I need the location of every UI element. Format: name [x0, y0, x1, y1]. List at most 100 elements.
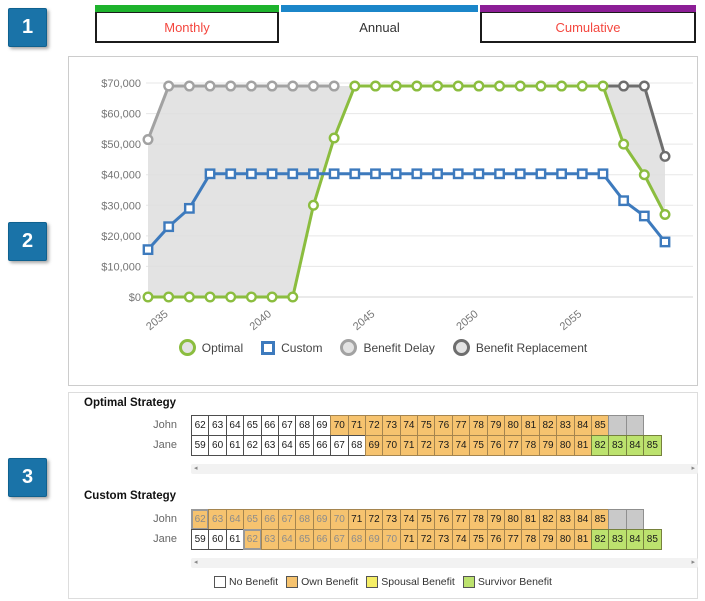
age-cell[interactable]: 69 [364, 529, 384, 550]
age-cell[interactable]: 73 [434, 435, 453, 456]
age-cell[interactable]: 64 [225, 509, 245, 530]
age-cell[interactable]: 60 [208, 529, 227, 550]
age-cell[interactable]: 75 [417, 509, 436, 530]
age-cell[interactable]: 71 [347, 415, 366, 436]
tab-cumulative[interactable]: Cumulative [480, 5, 696, 43]
age-cell[interactable]: 76 [486, 529, 506, 550]
age-cell[interactable]: 69 [312, 415, 332, 436]
age-cell[interactable]: 77 [504, 435, 523, 456]
age-cell[interactable]: 66 [260, 415, 279, 436]
age-cell[interactable]: 63 [208, 509, 227, 530]
age-cell[interactable]: 74 [399, 415, 419, 436]
age-cell[interactable]: 80 [504, 415, 523, 436]
age-cell[interactable]: 71 [347, 509, 366, 530]
age-cell[interactable]: 85 [590, 415, 610, 436]
age-cell[interactable]: 69 [312, 509, 332, 530]
age-cell[interactable]: 72 [364, 509, 384, 530]
age-cell[interactable]: 83 [556, 415, 575, 436]
age-cell[interactable]: 73 [434, 529, 453, 550]
age-cell[interactable]: 62 [191, 415, 210, 436]
age-cell[interactable]: 84 [573, 509, 592, 530]
age-cell[interactable]: 59 [191, 435, 210, 456]
age-cell[interactable]: 74 [451, 435, 471, 456]
age-cell[interactable]: 73 [382, 509, 401, 530]
age-cell[interactable]: 77 [504, 529, 523, 550]
age-cell[interactable]: 64 [277, 435, 297, 456]
age-cell[interactable]: 68 [295, 509, 314, 530]
age-cell[interactable]: 70 [382, 529, 401, 550]
tab-monthly[interactable]: Monthly [95, 5, 279, 43]
optimal-strategy-scrollbar[interactable]: ◂ ▸ [191, 464, 698, 474]
age-cell[interactable]: 71 [399, 435, 419, 456]
age-cell[interactable]: 68 [295, 415, 314, 436]
age-cell[interactable]: 78 [521, 435, 540, 456]
age-cell[interactable]: 76 [434, 415, 453, 436]
age-cell[interactable]: 82 [590, 529, 610, 550]
age-cell[interactable]: 70 [330, 509, 349, 530]
age-cell[interactable]: 67 [277, 509, 297, 530]
age-cell[interactable]: 79 [486, 415, 506, 436]
age-cell[interactable]: 82 [590, 435, 610, 456]
age-cell[interactable]: 70 [330, 415, 349, 436]
age-cell[interactable]: 63 [260, 435, 279, 456]
age-cell[interactable]: 80 [556, 529, 575, 550]
age-cell[interactable]: 67 [277, 415, 297, 436]
age-cell[interactable]: 81 [573, 529, 592, 550]
age-cell[interactable]: 71 [399, 529, 419, 550]
age-cell[interactable]: 80 [556, 435, 575, 456]
age-cell[interactable]: 84 [573, 415, 592, 436]
age-cell[interactable]: 59 [191, 529, 210, 550]
tab-annual[interactable]: Annual [281, 5, 478, 43]
age-cell[interactable]: 60 [208, 435, 227, 456]
age-cell[interactable]: 78 [469, 415, 488, 436]
age-cell[interactable]: 82 [538, 509, 558, 530]
age-cell[interactable]: 66 [312, 529, 332, 550]
age-cell[interactable]: 81 [573, 435, 592, 456]
age-cell[interactable]: 79 [538, 435, 558, 456]
age-cell[interactable]: 67 [330, 529, 349, 550]
age-cell[interactable]: 66 [312, 435, 332, 456]
age-cell[interactable]: 70 [382, 435, 401, 456]
age-cell[interactable]: 84 [625, 529, 645, 550]
age-cell[interactable]: 77 [451, 509, 471, 530]
age-cell[interactable]: 72 [364, 415, 384, 436]
age-cell[interactable]: 85 [590, 509, 610, 530]
age-cell[interactable]: 65 [243, 509, 262, 530]
age-cell[interactable]: 79 [538, 529, 558, 550]
age-cell[interactable]: 78 [469, 509, 488, 530]
age-cell[interactable]: 62 [191, 509, 210, 530]
age-cell[interactable]: 84 [625, 435, 645, 456]
age-cell[interactable]: 75 [469, 435, 488, 456]
scroll-right-arrow-icon[interactable]: ▸ [691, 559, 695, 566]
age-cell[interactable]: 77 [451, 415, 471, 436]
age-cell[interactable]: 75 [469, 529, 488, 550]
age-cell[interactable]: 83 [556, 509, 575, 530]
age-cell[interactable]: 83 [608, 529, 627, 550]
age-cell[interactable]: 64 [225, 415, 245, 436]
age-cell[interactable]: 74 [451, 529, 471, 550]
age-cell[interactable]: 65 [295, 529, 314, 550]
age-cell[interactable]: 75 [417, 415, 436, 436]
age-cell[interactable]: 61 [225, 435, 245, 456]
scroll-right-arrow-icon[interactable]: ▸ [691, 465, 695, 472]
age-cell[interactable]: 81 [521, 509, 540, 530]
age-cell[interactable]: 79 [486, 509, 506, 530]
age-cell[interactable]: 63 [260, 529, 279, 550]
age-cell[interactable]: 74 [399, 509, 419, 530]
age-cell[interactable]: 76 [434, 509, 453, 530]
age-cell[interactable]: 81 [521, 415, 540, 436]
age-cell[interactable]: 65 [295, 435, 314, 456]
age-cell[interactable]: 83 [608, 435, 627, 456]
age-cell[interactable]: 73 [382, 415, 401, 436]
age-cell[interactable]: 61 [225, 529, 245, 550]
age-cell[interactable]: 82 [538, 415, 558, 436]
scroll-left-arrow-icon[interactable]: ◂ [194, 465, 198, 472]
age-cell[interactable]: 62 [243, 435, 262, 456]
age-cell[interactable]: 67 [330, 435, 349, 456]
age-cell[interactable]: 65 [243, 415, 262, 436]
age-cell[interactable]: 63 [208, 415, 227, 436]
age-cell[interactable]: 72 [417, 435, 436, 456]
age-cell[interactable]: 68 [347, 435, 366, 456]
age-cell[interactable]: 76 [486, 435, 506, 456]
age-cell[interactable]: 62 [243, 529, 262, 550]
